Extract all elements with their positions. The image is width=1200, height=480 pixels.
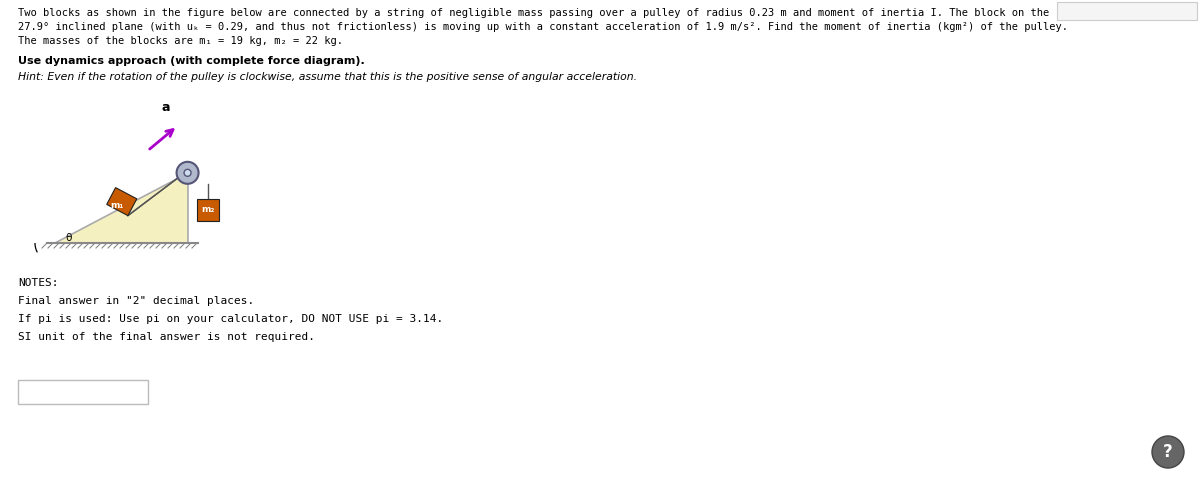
Polygon shape — [107, 188, 137, 216]
Bar — [18, 380, 148, 404]
Text: Use dynamics approach (with complete force diagram).: Use dynamics approach (with complete for… — [18, 56, 365, 66]
Text: Final answer in "2" decimal places.: Final answer in "2" decimal places. — [18, 296, 254, 306]
Text: If pi is used: Use pi on your calculator, DO NOT USE pi = 3.14.: If pi is used: Use pi on your calculator… — [18, 314, 443, 324]
Circle shape — [1152, 436, 1184, 468]
Text: m₂: m₂ — [200, 205, 215, 214]
Bar — [1057, 2, 1198, 20]
Text: SI unit of the final answer is not required.: SI unit of the final answer is not requi… — [18, 332, 314, 342]
Text: Hint: Even if the rotation of the pulley is clockwise, assume that this is the p: Hint: Even if the rotation of the pulley… — [18, 72, 637, 82]
Circle shape — [176, 162, 198, 184]
Polygon shape — [55, 173, 187, 243]
Text: The masses of the blocks are m₁ = 19 kg, m₂ = 22 kg.: The masses of the blocks are m₁ = 19 kg,… — [18, 36, 343, 46]
Text: m₁: m₁ — [110, 201, 124, 210]
Text: a: a — [161, 101, 170, 114]
Text: 27.9° inclined plane (with uₖ = 0.29, and thus not frictionless) is moving up wi: 27.9° inclined plane (with uₖ = 0.29, an… — [18, 22, 1068, 32]
Text: θ: θ — [65, 233, 72, 243]
Bar — [197, 199, 218, 221]
Text: NOTES:: NOTES: — [18, 278, 59, 288]
Text: ?: ? — [1163, 443, 1172, 461]
Circle shape — [184, 169, 191, 176]
Text: Two blocks as shown in the figure below are connected by a string of negligible : Two blocks as shown in the figure below … — [18, 8, 1049, 18]
